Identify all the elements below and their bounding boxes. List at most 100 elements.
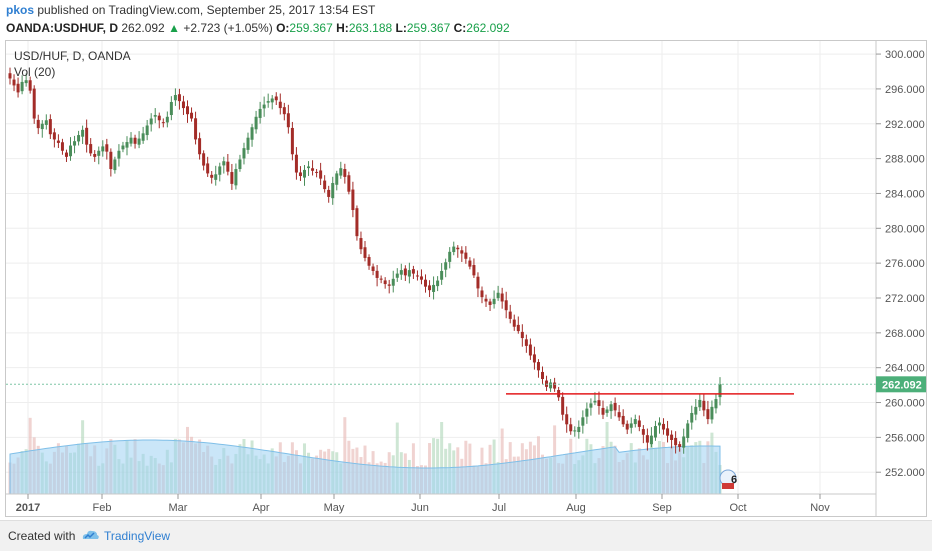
candle-body (504, 300, 508, 311)
high-label: H: (336, 21, 349, 35)
chart-panel[interactable]: 252.000 256.000 260.000 264.000 268.000 272.0… (5, 40, 927, 517)
candle-body (77, 135, 81, 142)
candle-body (286, 113, 290, 128)
candle-body (254, 116, 258, 130)
candle-body (577, 426, 581, 433)
candles (8, 67, 722, 454)
candle-body (464, 252, 468, 259)
candle-body (593, 400, 597, 403)
price-change: +2.723 (+1.05%) (183, 21, 273, 35)
candle-body (85, 127, 89, 145)
candle-body (605, 409, 609, 413)
y-tick-label: 272.000 (885, 293, 925, 305)
candle-body (674, 437, 678, 446)
candle-body (238, 159, 242, 170)
candle-body (210, 174, 214, 178)
candle-body (44, 120, 48, 125)
candle-body (294, 154, 298, 173)
x-tick-label: May (324, 502, 345, 514)
candle-body (177, 94, 181, 102)
candle-body (666, 428, 670, 436)
open-label: O: (276, 21, 290, 35)
volume-bar (432, 438, 436, 494)
candle-body (125, 142, 129, 148)
candle-body (48, 119, 52, 135)
candle-body (625, 423, 629, 430)
candle-body (415, 275, 419, 277)
candle-body (375, 270, 379, 278)
candle-body (16, 83, 20, 93)
up-arrow-icon: ▲ (168, 21, 180, 35)
candle-body (621, 415, 625, 425)
x-tick-label: 2017 (16, 502, 40, 514)
candle-body (52, 132, 56, 140)
candle-body (153, 115, 157, 117)
candle-body (141, 133, 145, 141)
candle-body (456, 247, 460, 250)
y-tick-label: 300.000 (885, 49, 925, 61)
symbol-name[interactable]: OANDA:USDHUF, D (6, 21, 118, 35)
candle-body (161, 122, 165, 124)
candle-body (662, 423, 666, 430)
candle-body (702, 400, 706, 411)
candle-body (24, 80, 28, 84)
candle-body (553, 382, 557, 389)
y-tick-label: 280.000 (885, 223, 925, 235)
published-text: published on TradingView.com, September … (37, 3, 376, 17)
candle-body (60, 142, 64, 151)
candle-body (371, 266, 375, 271)
candle-body (97, 150, 101, 156)
candle-body (561, 396, 565, 415)
event-badge[interactable]: 6 (719, 469, 737, 489)
candle-body (460, 250, 464, 254)
candle-body (444, 262, 448, 270)
candle-body (20, 81, 24, 92)
candle-body (113, 159, 117, 171)
candle-body (601, 407, 605, 415)
candle-body (399, 270, 403, 275)
candle-body (585, 408, 589, 417)
x-tick-label: Oct (729, 502, 746, 514)
candle-body (403, 268, 407, 276)
candle-body (266, 101, 270, 103)
candle-body (367, 257, 371, 266)
candle-body (411, 269, 415, 274)
candle-body (234, 169, 238, 186)
candle-body (617, 412, 621, 418)
candle-body (419, 276, 423, 280)
symbol-info-bar: OANDA:USDHUF, D 262.092 ▲ +2.723 (+1.05%… (6, 21, 510, 35)
candle-body (105, 144, 109, 152)
close-value: 262.092 (466, 21, 510, 35)
candle-body (452, 246, 456, 253)
author-link[interactable]: pkos (6, 3, 35, 17)
candle-body (109, 151, 113, 170)
candle-body (613, 402, 617, 411)
candle-body (186, 106, 189, 115)
x-tick-label: Aug (566, 502, 586, 514)
candle-body (500, 293, 504, 302)
candle-body (653, 426, 657, 438)
candle-body (121, 145, 125, 150)
volume-bar (436, 438, 440, 494)
candle-body (351, 189, 355, 211)
candle-body (319, 170, 323, 179)
price-axis: 252.000 256.000 260.000 264.000 268.000 272.0… (876, 49, 926, 479)
x-tick-label: Sep (652, 502, 672, 514)
candle-body (407, 270, 411, 277)
price-chart[interactable]: 252.000 256.000 260.000 264.000 268.000 272.0… (6, 41, 926, 516)
candle-body (117, 150, 121, 159)
candle-body (698, 399, 702, 408)
candle-body (686, 423, 690, 439)
candle-body (633, 419, 637, 425)
candle-body (488, 301, 492, 305)
tradingview-link[interactable]: TradingView (104, 529, 171, 543)
last-price-tag (876, 376, 926, 393)
candle-body (670, 434, 674, 440)
candle-body (428, 285, 432, 291)
footer: Created with TradingView (0, 520, 932, 551)
candle-body (69, 145, 73, 157)
candle-body (230, 172, 234, 184)
y-tick-label: 296.000 (885, 84, 925, 96)
candle-body (468, 260, 472, 267)
time-axis: 2017 Feb Mar Apr May Jun Jul Aug Sep Oct Nov (16, 494, 830, 514)
